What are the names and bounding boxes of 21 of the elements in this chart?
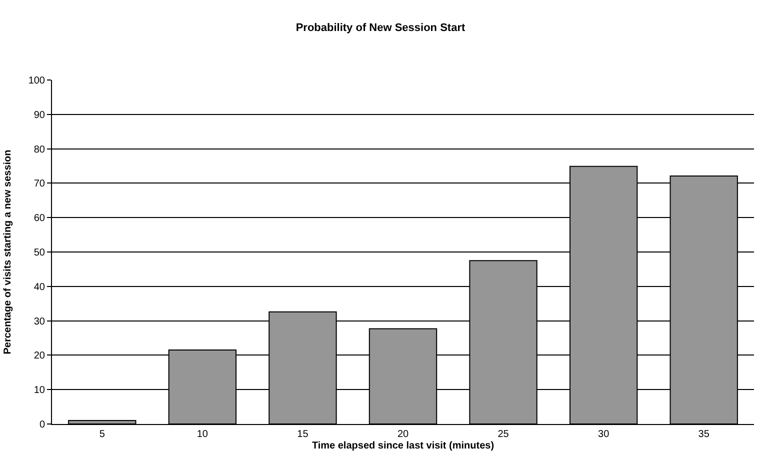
x-tick-label: 5 — [99, 429, 106, 440]
y-tick-label: 20 — [34, 350, 46, 362]
x-tick-label: 20 — [397, 429, 409, 440]
x-tick-label: 30 — [598, 429, 610, 440]
x-tick-label: 35 — [698, 429, 710, 440]
chart-title: Probability of New Session Start — [296, 22, 466, 34]
x-axis-title: Time elapsed since last visit (minutes) — [312, 440, 494, 452]
y-tick-label: 40 — [34, 282, 46, 293]
y-tick-label: 60 — [34, 213, 46, 224]
y-tick-label: 70 — [34, 178, 46, 190]
y-tick-label: 80 — [34, 144, 46, 156]
x-tick-label: 10 — [196, 429, 208, 440]
y-tick-label: 0 — [39, 420, 46, 430]
x-tick-label: 25 — [498, 429, 510, 440]
y-tick-label: 30 — [34, 316, 46, 328]
y-tick-label: 10 — [34, 385, 46, 396]
y-tick-label: 90 — [34, 110, 46, 121]
x-tick-label: 15 — [297, 429, 309, 440]
y-axis-title: Percentage of visits starting a new session — [2, 150, 14, 354]
y-tick-label: 50 — [34, 248, 46, 258]
y-tick-label: 100 — [28, 76, 46, 86]
